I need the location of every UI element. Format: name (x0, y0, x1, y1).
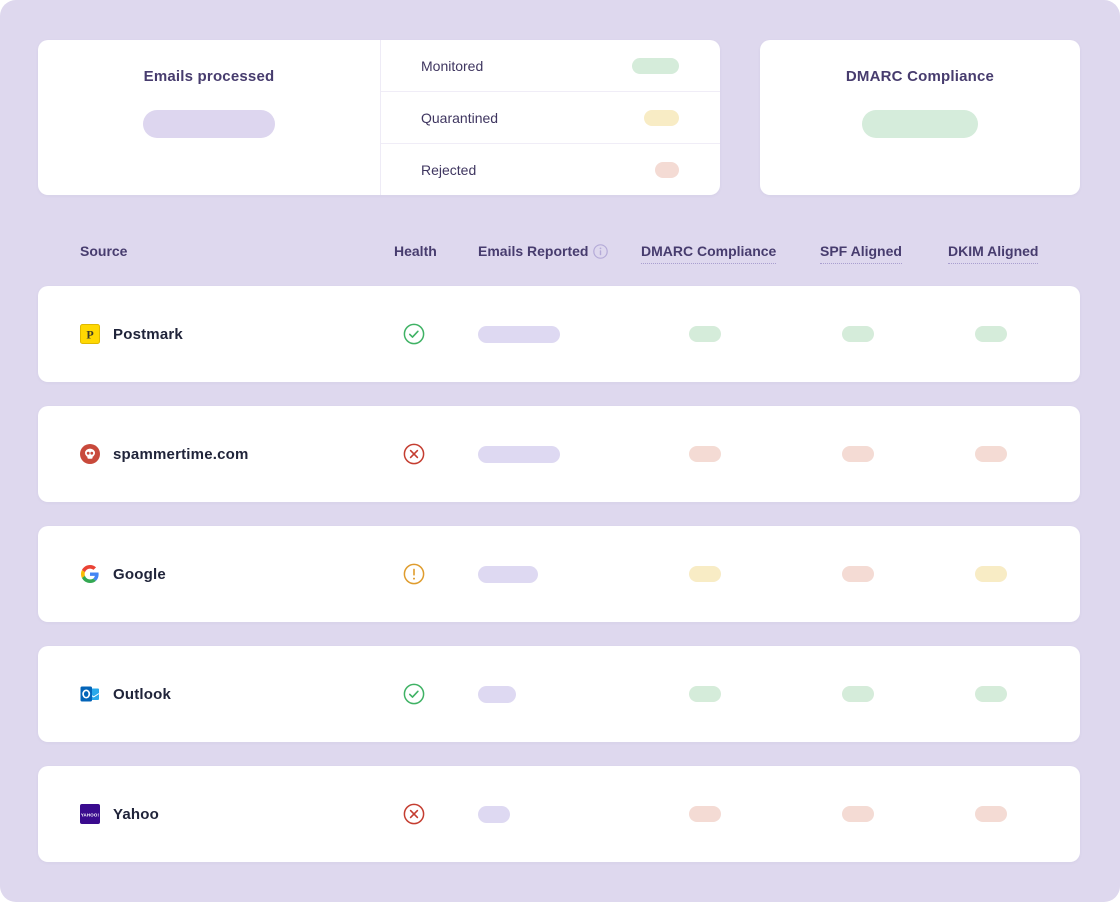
quarantined-label: Quarantined (421, 109, 499, 126)
table-row[interactable]: spammertime.com (38, 406, 1080, 502)
emails-processed-pane: Emails processed (38, 40, 380, 195)
dkim-aligned-cell (948, 286, 1033, 382)
x-circle-icon (403, 443, 425, 465)
outlook-logo-icon (80, 684, 100, 704)
dmarc-compliance-pill (689, 566, 721, 582)
dkim-aligned-pill (974, 326, 1007, 342)
source-name: Postmark (113, 325, 183, 343)
health-status-icon (394, 286, 434, 382)
dkim-aligned-cell (948, 766, 1033, 862)
warning-circle-icon (403, 563, 425, 585)
legend-row-rejected: Rejected (381, 143, 720, 195)
health-status-icon (394, 646, 434, 742)
spf-aligned-cell (820, 406, 896, 502)
spf-aligned-pill (842, 566, 874, 582)
source-name: Outlook (113, 685, 172, 703)
dmarc-compliance-cell (641, 646, 769, 742)
spf-aligned-cell (820, 646, 896, 742)
column-emails-reported: Emails Reported (478, 243, 609, 262)
source-cell: Outlook (80, 646, 171, 742)
dkim-aligned-pill (974, 446, 1007, 462)
table-row[interactable]: Outlook (38, 646, 1080, 742)
rejected-value-pill (655, 161, 679, 178)
source-name: Google (113, 565, 166, 583)
dmarc-compliance-cell (641, 526, 769, 622)
emails-reported-cell (478, 526, 538, 622)
dkim-aligned-cell (948, 646, 1033, 742)
emails-processed-card: Emails processed Monitored Quarantined R… (38, 40, 720, 195)
status-legend: Monitored Quarantined Rejected (381, 40, 720, 195)
emails-processed-title: Emails processed (143, 68, 275, 85)
dmarc-compliance-cell (641, 406, 769, 502)
spf-aligned-cell (820, 766, 896, 862)
rejected-label: Rejected (421, 161, 477, 178)
dmarc-compliance-value-pill (862, 110, 978, 138)
dmarc-compliance-title: DMARC Compliance (845, 68, 995, 85)
dmarc-compliance-pill (689, 446, 721, 462)
spf-aligned-cell (820, 526, 896, 622)
dmarc-compliance-pill (689, 686, 721, 702)
emails-reported-pill (478, 685, 516, 703)
source-cell: Google (80, 526, 166, 622)
spf-aligned-pill (842, 686, 874, 702)
x-circle-icon (403, 803, 425, 825)
postmark-logo-icon: P (80, 324, 100, 344)
emails-reported-cell (478, 286, 560, 382)
svg-text:YAHOO!: YAHOO! (81, 812, 100, 817)
info-icon[interactable] (593, 244, 609, 262)
table-row[interactable]: Google (38, 526, 1080, 622)
source-name: spammertime.com (113, 445, 249, 463)
quarantined-value-pill (644, 109, 679, 126)
skull-badge-icon (80, 444, 100, 464)
source-name: Yahoo (113, 805, 160, 823)
monitored-label: Monitored (421, 57, 484, 74)
emails-processed-value-pill (143, 110, 275, 138)
dmarc-compliance-card: DMARC Compliance (760, 40, 1080, 195)
dmarc-compliance-cell (641, 286, 769, 382)
spf-aligned-cell (820, 286, 896, 382)
emails-reported-pill (478, 565, 538, 583)
table-row[interactable]: P Postmark (38, 286, 1080, 382)
yahoo-logo-icon: YAHOO! (80, 804, 100, 824)
svg-text:P: P (86, 328, 93, 342)
health-status-icon (394, 526, 434, 622)
dkim-aligned-cell (948, 526, 1033, 622)
source-cell: spammertime.com (80, 406, 249, 502)
google-logo-icon (80, 564, 100, 584)
column-source: Source (80, 243, 128, 259)
source-cell: YAHOO! Yahoo (80, 766, 159, 862)
legend-row-monitored: Monitored (381, 40, 720, 91)
emails-reported-cell (478, 646, 516, 742)
column-health: Health (394, 243, 437, 259)
health-status-icon (394, 406, 434, 502)
dkim-aligned-pill (974, 806, 1007, 822)
health-status-icon (394, 766, 434, 862)
legend-row-quarantined: Quarantined (381, 91, 720, 143)
spf-aligned-pill (842, 806, 874, 822)
card-divider (380, 40, 381, 195)
column-dmarc-compliance[interactable]: DMARC Compliance (641, 243, 777, 264)
column-spf-aligned[interactable]: SPF Aligned (820, 243, 902, 264)
dmarc-compliance-cell (641, 766, 769, 862)
dmarc-compliance-pill (689, 806, 721, 822)
dkim-aligned-cell (948, 406, 1033, 502)
dkim-aligned-pill (974, 566, 1007, 582)
spf-aligned-pill (842, 446, 874, 462)
emails-reported-pill (478, 445, 560, 463)
monitored-value-pill (632, 57, 679, 74)
check-circle-icon (403, 323, 425, 345)
table-row[interactable]: YAHOO! Yahoo (38, 766, 1080, 862)
emails-reported-pill (478, 325, 560, 343)
spf-aligned-pill (842, 326, 874, 342)
dkim-aligned-pill (974, 686, 1007, 702)
emails-reported-pill (478, 805, 510, 823)
column-dkim-aligned[interactable]: DKIM Aligned (948, 243, 1039, 264)
dmarc-compliance-pill (689, 326, 721, 342)
emails-reported-cell (478, 766, 510, 862)
check-circle-icon (403, 683, 425, 705)
table-header: Source Health Emails Reported DMARC Comp… (0, 243, 1120, 269)
source-cell: P Postmark (80, 286, 183, 382)
emails-reported-cell (478, 406, 560, 502)
